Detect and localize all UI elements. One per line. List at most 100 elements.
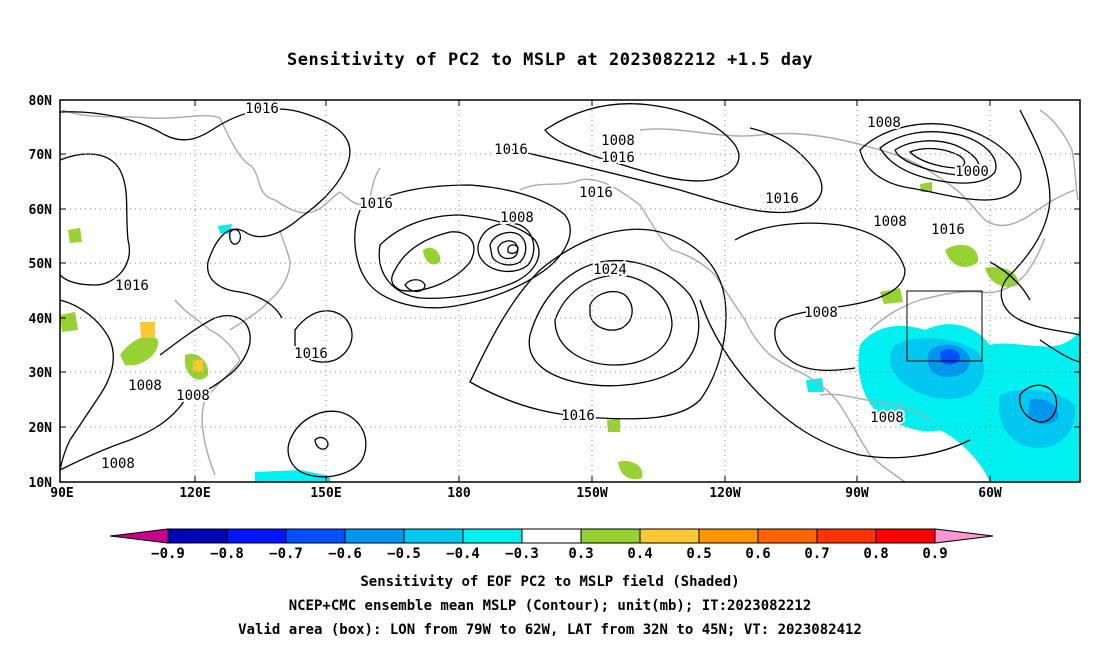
lat-label: 20N — [29, 421, 53, 436]
valid-area-box — [906, 290, 983, 362]
contour-label: 1016 — [601, 150, 635, 166]
colorbar-label: −0.4 — [446, 546, 480, 562]
map-frame — [59, 99, 1081, 483]
colorbar-label: 0.3 — [568, 546, 593, 562]
lon-label: 120W — [709, 486, 740, 501]
contour-label: 1016 — [579, 185, 613, 201]
colorbar-segment — [285, 528, 346, 544]
mslp-contour — [59, 153, 131, 286]
mslp-contour — [528, 260, 700, 387]
mslp-contour — [59, 399, 186, 471]
colorbar-segment — [757, 528, 818, 544]
colorbar-segment — [462, 528, 523, 544]
contour-layer — [59, 103, 1081, 478]
colorbar-label: 0.8 — [863, 546, 888, 562]
colorbar-segment — [639, 528, 700, 544]
mslp-contour — [404, 279, 426, 293]
mslp-contour — [497, 240, 519, 260]
mslp-contour — [507, 244, 519, 255]
contour-label: 1008 — [804, 305, 838, 321]
colorbar-segment — [580, 528, 641, 544]
mslp-contour — [314, 436, 329, 450]
mslp-contour — [589, 291, 633, 331]
mslp-contour — [354, 184, 571, 309]
sensitivity-area-positive-3 — [60, 312, 78, 332]
mslp-contour — [908, 147, 966, 169]
colorbar-over-triangle — [934, 528, 994, 544]
mslp-contour — [229, 228, 242, 245]
sensitivity-area-positive-8 — [880, 288, 903, 304]
contour-label: 1016 — [561, 408, 595, 424]
mslp-contour — [504, 127, 823, 214]
caption-line-3: Valid area (box): LON from 79W to 62W, L… — [238, 622, 862, 638]
colorbar-segment — [875, 528, 936, 544]
colorbar-segment — [698, 528, 759, 544]
colorbar-label: 0.9 — [922, 546, 947, 562]
lon-label: 150W — [576, 486, 607, 501]
contour-label: 1008 — [500, 210, 534, 226]
mslp-contour — [879, 131, 997, 184]
contour-label: 1008 — [601, 133, 635, 149]
page-title: Sensitivity of PC2 to MSLP at 2023082212… — [286, 50, 813, 70]
lat-label: 50N — [29, 257, 53, 272]
colorbar-segment — [167, 528, 228, 544]
sensitivity-area-positive-7 — [985, 267, 1019, 287]
mslp-contour — [859, 123, 1022, 201]
lon-label: 120E — [179, 486, 210, 501]
colorbar-label: 0.5 — [686, 546, 711, 562]
sensitivity-area-orange-2 — [193, 360, 203, 372]
colorbar: −0.9 −0.8 −0.7 −0.6 −0.5 −0.4 −0.3 0.3 0.4 0.5 0.6… — [109, 528, 994, 562]
contour-label: 1008 — [873, 214, 907, 230]
mslp-contour — [477, 222, 535, 273]
contour-label: 1000 — [955, 164, 989, 180]
coastline-greenland — [1039, 109, 1079, 201]
sensitivity-area-small-cyan-1 — [255, 470, 330, 482]
mslp-contour — [294, 310, 353, 363]
colorbar-label: 0.6 — [745, 546, 770, 562]
mslp-contour — [544, 103, 740, 182]
mslp-contour — [894, 140, 980, 176]
contour-label: 1016 — [765, 191, 799, 207]
mslp-contour — [59, 299, 114, 471]
contour-label: 1008 — [128, 378, 162, 394]
sensitivity-area-positive-10 — [607, 418, 620, 432]
caption-line-2: NCEP+CMC ensemble mean MSLP (Contour); u… — [288, 598, 812, 614]
mslp-contour — [989, 261, 1031, 301]
colorbar-segment — [226, 528, 287, 544]
lat-label: 60N — [29, 203, 53, 218]
contour-label: 1016 — [359, 196, 393, 212]
contour-label: 1008 — [176, 388, 210, 404]
mslp-contour — [391, 231, 475, 292]
colorbar-label: −0.6 — [328, 546, 362, 562]
lat-label: 40N — [29, 312, 53, 327]
mslp-contour — [1019, 384, 1058, 423]
colorbar-label: −0.3 — [505, 546, 539, 562]
mslp-contour — [734, 222, 906, 372]
lat-label: 10N — [29, 476, 53, 491]
contour-label: 1016 — [494, 142, 528, 158]
mslp-contour — [159, 315, 251, 401]
mslp-contour — [699, 299, 971, 459]
contour-label: 1008 — [867, 115, 901, 131]
lat-label: 70N — [29, 148, 53, 163]
colorbar-label: −0.9 — [151, 546, 185, 562]
mslp-contour — [59, 108, 351, 319]
lon-labels: 90E 120E 150E 180 150W 120W 90W 60W — [50, 486, 1002, 501]
sensitivity-area-positive-6 — [945, 244, 979, 267]
contour-label: 1016 — [245, 101, 279, 117]
coastline-alaska — [519, 178, 801, 373]
mslp-contour — [469, 228, 727, 420]
colorbar-under-triangle — [109, 528, 169, 544]
colorbar-label: −0.8 — [210, 546, 244, 562]
sensitivity-area-small-cyan-3 — [806, 378, 824, 392]
lon-label: 60W — [978, 486, 1002, 501]
coastline-north-america-east — [799, 237, 1046, 483]
tick-marks — [60, 99, 1080, 483]
contour-label: 1016 — [115, 278, 149, 294]
coastline-gulf — [819, 393, 931, 421]
coastline-east-asia — [61, 109, 341, 476]
contour-label: 1008 — [101, 456, 135, 472]
graticule — [60, 100, 1080, 482]
lat-labels: 80N 70N 60N 50N 40N 30N 20N 10N — [29, 94, 53, 491]
